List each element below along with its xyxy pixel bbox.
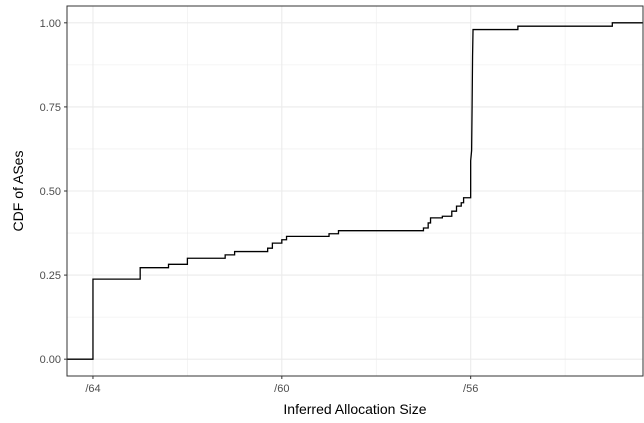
y-tick-label: 0.75 [40,102,61,114]
y-tick-label: 0.00 [40,354,61,366]
x-tick-label: /60 [274,383,289,395]
y-tick-label: 0.25 [40,270,61,282]
y-axis-title: CDF of ASes [10,151,26,232]
y-axis: 0.00 0.25 0.50 0.75 1.00 [40,18,67,366]
y-tick-label: 1.00 [40,18,61,30]
x-axis-title: Inferred Allocation Size [283,401,426,417]
y-tick-label: 0.50 [40,186,61,198]
x-tick-label: /64 [85,383,100,395]
x-axis: /64/60/56 [85,376,478,395]
cdf-step-line [67,22,643,360]
x-tick-label: /56 [463,383,478,395]
